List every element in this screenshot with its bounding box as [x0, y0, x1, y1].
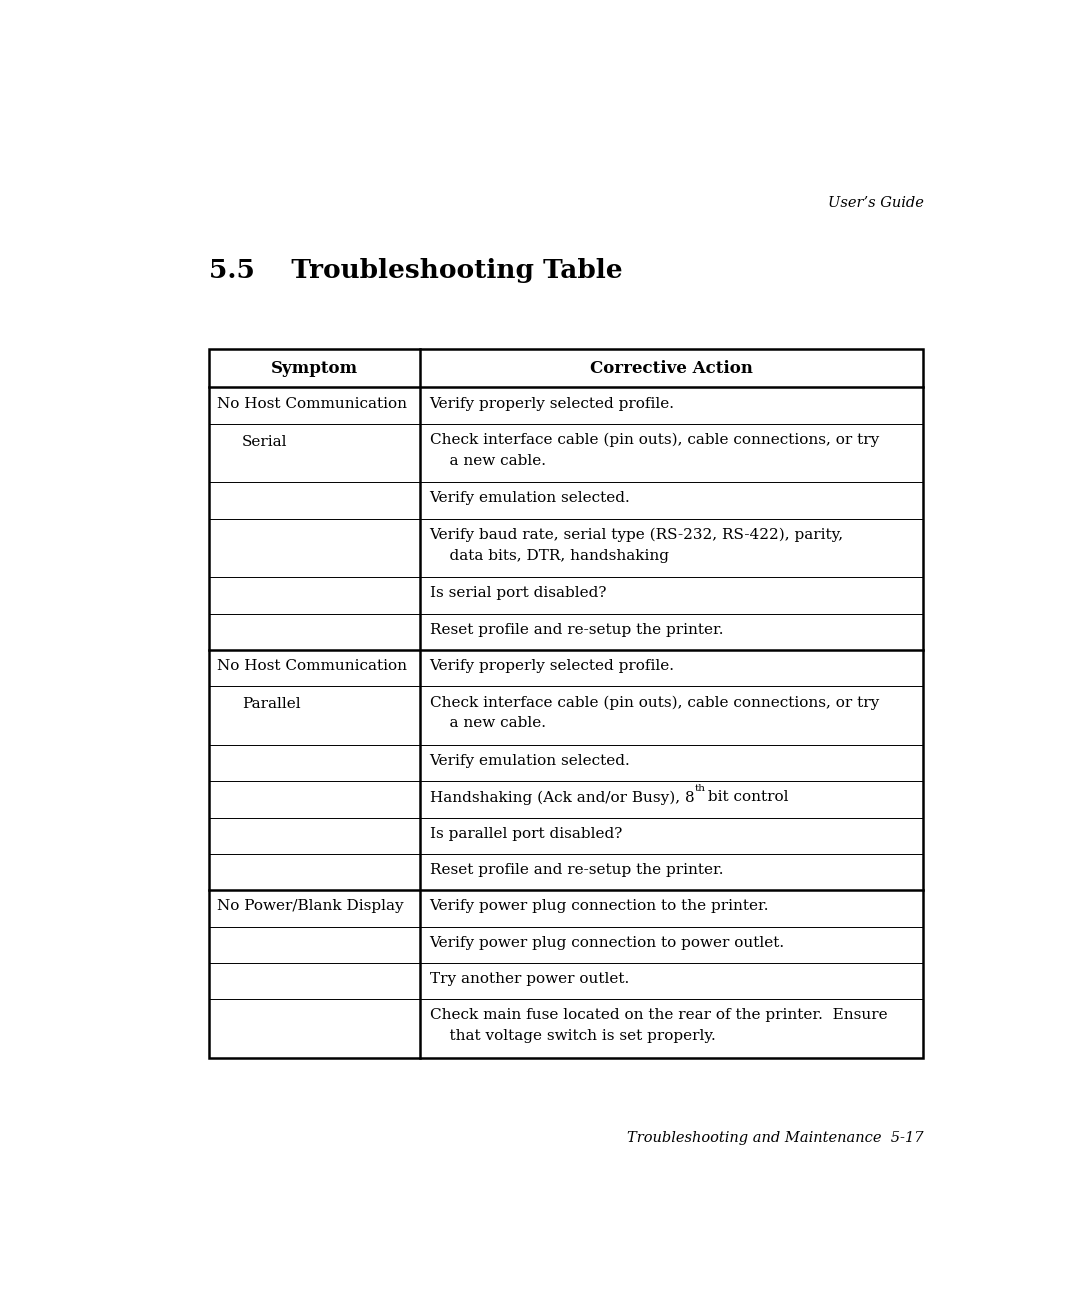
Text: Reset profile and re-setup the printer.: Reset profile and re-setup the printer. — [430, 863, 724, 877]
Text: Verify emulation selected.: Verify emulation selected. — [430, 754, 631, 768]
Text: Verify emulation selected.: Verify emulation selected. — [430, 492, 631, 506]
Text: Serial: Serial — [242, 435, 287, 448]
Text: Corrective Action: Corrective Action — [590, 359, 753, 376]
Text: Try another power outlet.: Try another power outlet. — [430, 971, 629, 986]
Text: Handshaking (Ack and/or Busy), 8: Handshaking (Ack and/or Busy), 8 — [430, 791, 694, 805]
Text: Check main fuse located on the rear of the printer.  Ensure
    that voltage swi: Check main fuse located on the rear of t… — [430, 1008, 887, 1044]
Text: User’s Guide: User’s Guide — [827, 195, 923, 210]
Text: Parallel: Parallel — [242, 697, 300, 712]
Text: No Host Communication: No Host Communication — [217, 396, 407, 410]
Text: Verify power plug connection to the printer.: Verify power plug connection to the prin… — [430, 899, 769, 914]
Text: No Host Communication: No Host Communication — [217, 659, 407, 673]
Text: Verify properly selected profile.: Verify properly selected profile. — [430, 396, 675, 410]
Text: Check interface cable (pin outs), cable connections, or try
    a new cable.: Check interface cable (pin outs), cable … — [430, 433, 879, 468]
Text: Is parallel port disabled?: Is parallel port disabled? — [430, 827, 622, 840]
Text: Troubleshooting and Maintenance  5-17: Troubleshooting and Maintenance 5-17 — [627, 1130, 923, 1145]
Text: bit control: bit control — [703, 791, 788, 804]
Text: Check interface cable (pin outs), cable connections, or try
    a new cable.: Check interface cable (pin outs), cable … — [430, 695, 879, 730]
Text: Reset profile and re-setup the printer.: Reset profile and re-setup the printer. — [430, 623, 724, 637]
Text: Verify properly selected profile.: Verify properly selected profile. — [430, 659, 675, 673]
Text: Verify baud rate, serial type (RS-232, RS-422), parity,
    data bits, DTR, hand: Verify baud rate, serial type (RS-232, R… — [430, 528, 843, 562]
Bar — [208, 349, 923, 1058]
Text: Verify power plug connection to power outlet.: Verify power plug connection to power ou… — [430, 936, 785, 949]
Text: Symptom: Symptom — [270, 359, 357, 376]
Text: th: th — [694, 784, 705, 793]
Text: 5.5    Troubleshooting Table: 5.5 Troubleshooting Table — [208, 258, 622, 283]
Text: No Power/Blank Display: No Power/Blank Display — [217, 899, 404, 914]
Text: Is serial port disabled?: Is serial port disabled? — [430, 586, 606, 600]
